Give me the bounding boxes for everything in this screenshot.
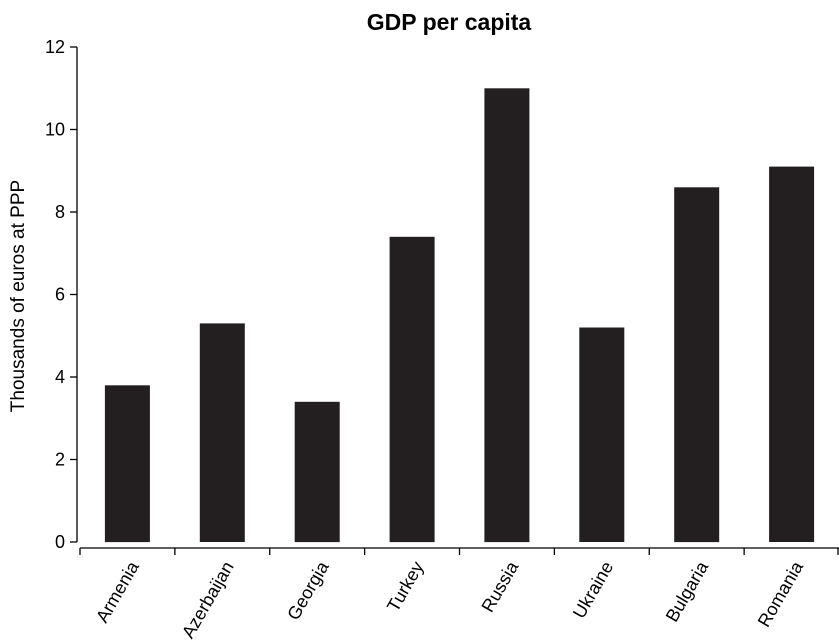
x-tick-label-bulgaria: Bulgaria (662, 557, 713, 625)
x-tick-label-georgia: Georgia (283, 557, 333, 623)
bars (104, 88, 815, 543)
x-tick-label-armenia: Armenia (92, 557, 143, 626)
x-tick-label-romania: Romania (754, 557, 808, 630)
x-tick-label-ukraine: Ukraine (569, 558, 617, 622)
chart-title: GDP per capita (367, 9, 532, 35)
y-tick-label: 8 (55, 202, 65, 222)
bar-bulgaria (674, 187, 720, 543)
y-tick-label: 0 (55, 532, 65, 552)
y-axis-label: Thousands of euros at PPP (8, 180, 29, 412)
y-tick-label: 2 (55, 450, 65, 470)
x-tick-label-turkey: Turkey (383, 558, 427, 615)
x-tick-label-russia: Russia (478, 557, 523, 616)
bar-azerbaijan (199, 323, 245, 542)
bar-romania (769, 166, 815, 542)
bar-turkey (389, 236, 435, 543)
x-tick-label-azerbaijan: Azerbaijan (178, 558, 238, 642)
y-tick-label: 10 (45, 120, 65, 140)
x-axis: Armenia Azerbaijan Georgia Turkey Russia Ukra… (79, 547, 839, 642)
bar-armenia (104, 385, 150, 543)
y-tick-label: 6 (55, 285, 65, 305)
y-axis: 0 2 4 6 8 10 12 (45, 37, 78, 552)
y-tick-label: 12 (45, 37, 65, 57)
bar-georgia (294, 401, 340, 543)
bar-russia (484, 88, 530, 543)
bar-ukraine (579, 327, 625, 542)
y-tick-label: 4 (55, 367, 65, 387)
